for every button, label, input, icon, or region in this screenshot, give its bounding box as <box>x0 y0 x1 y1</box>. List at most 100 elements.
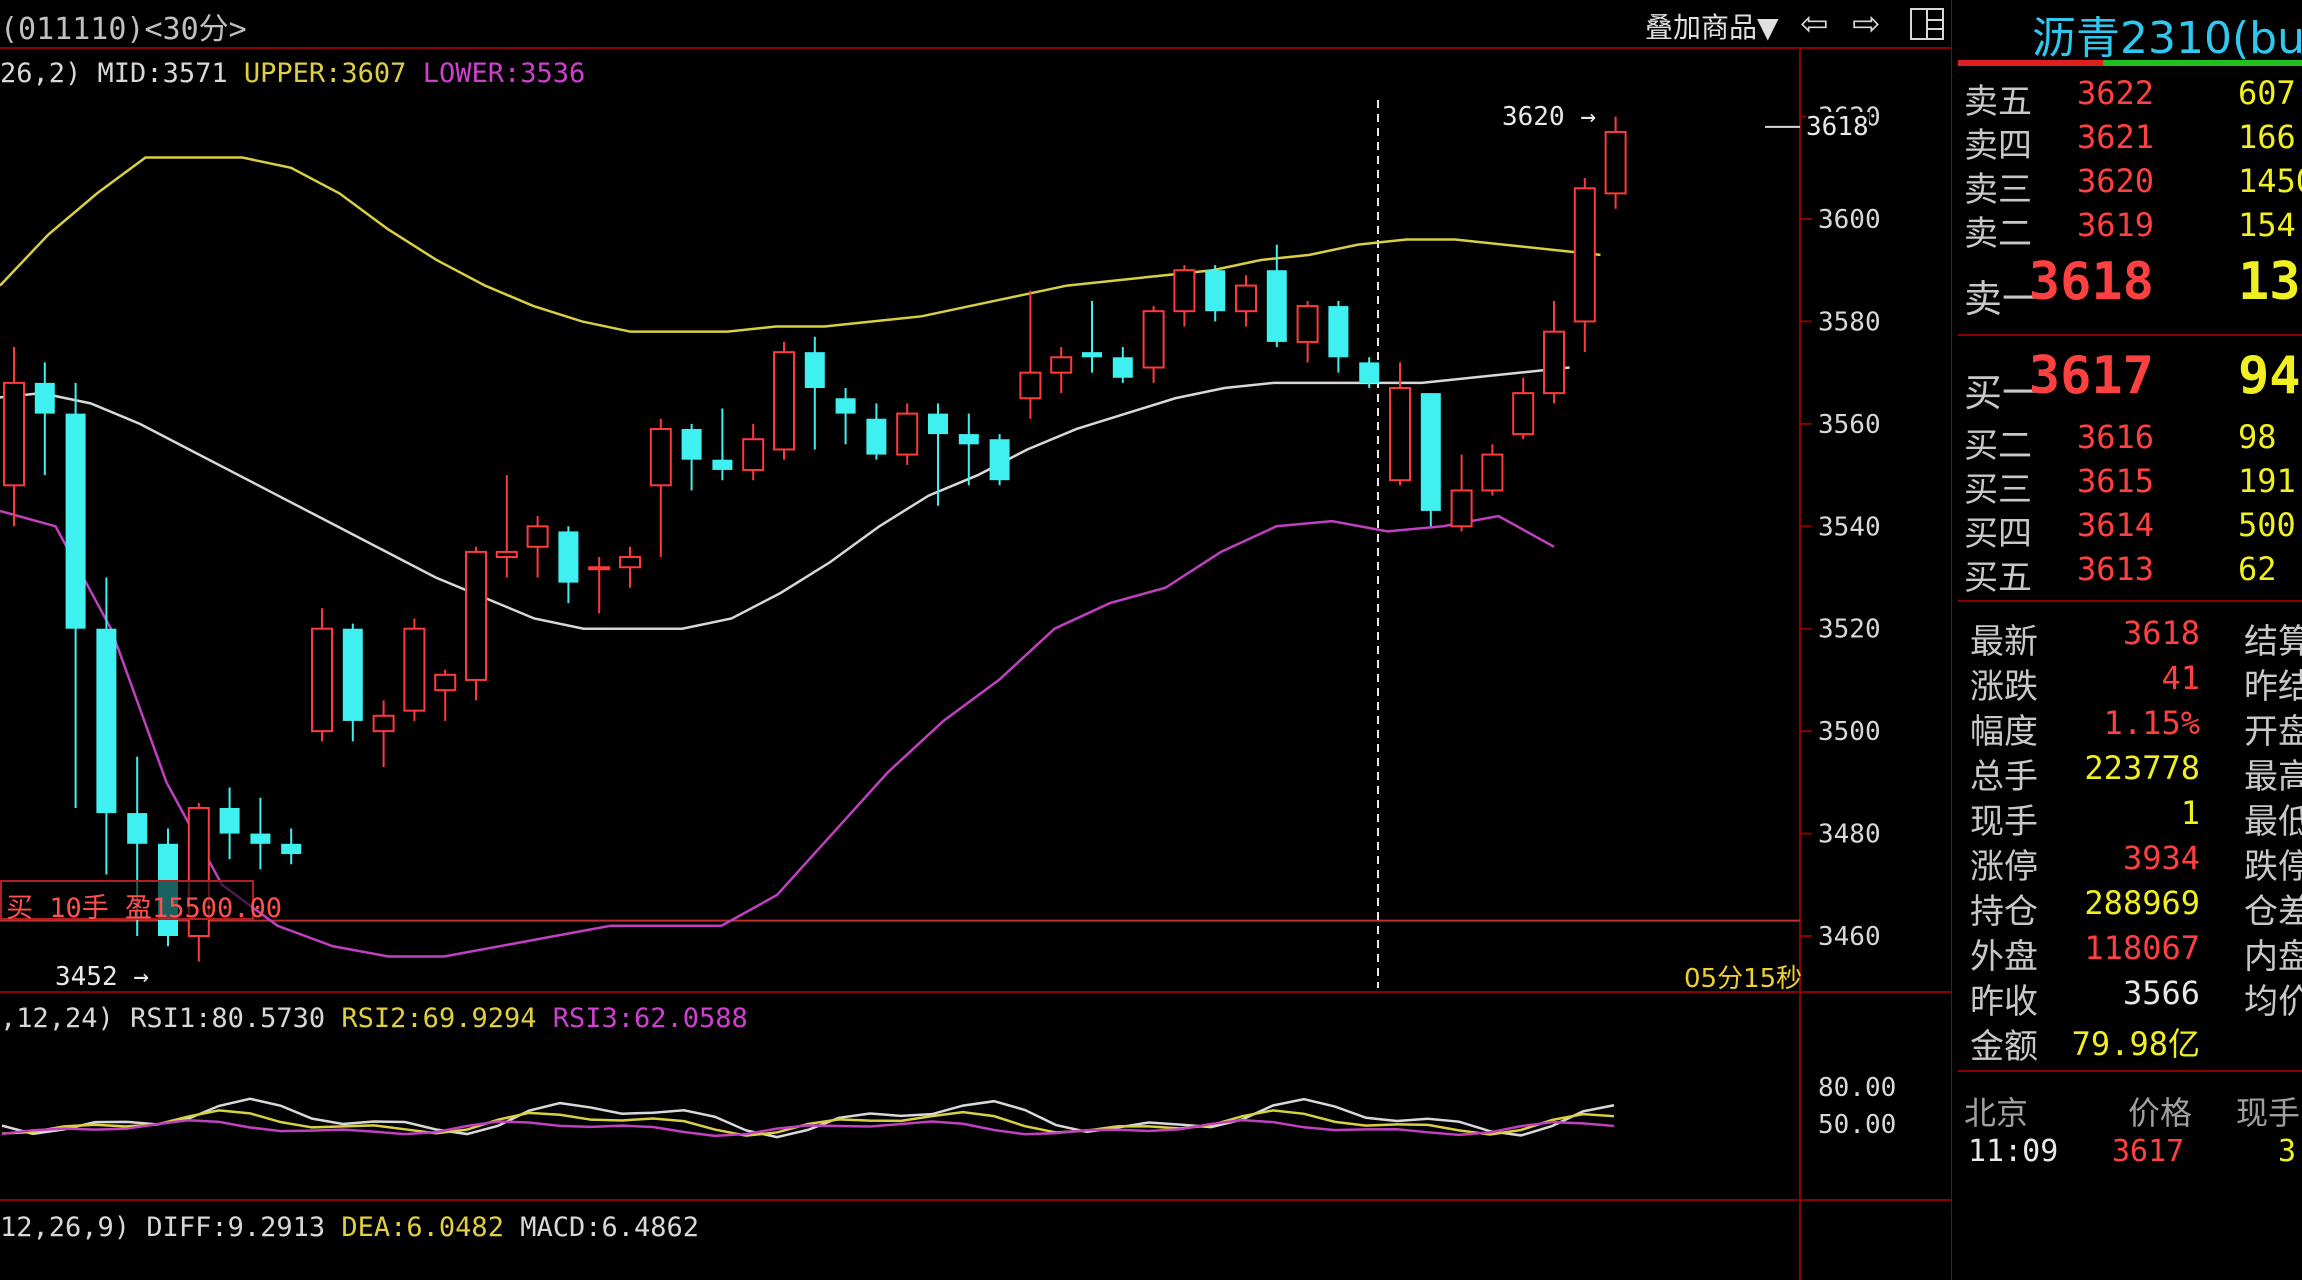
candle-body[interactable] <box>989 439 1010 481</box>
candle-body[interactable] <box>1296 305 1319 343</box>
tick-header: 北京 价格 现手 <box>1958 1088 2302 1132</box>
candle-body[interactable] <box>558 531 579 583</box>
layout-icon[interactable] <box>1910 8 1944 40</box>
ask-level-row[interactable]: 卖二 3619 154 <box>1958 206 2302 254</box>
position-label: 买 10手 盈15500.00 <box>6 893 283 924</box>
quote-stat-label-secondary: 均价 <box>2244 982 2302 1022</box>
candle-body[interactable] <box>866 418 887 455</box>
candle-body[interactable] <box>281 843 302 855</box>
candle-body[interactable] <box>1481 453 1504 492</box>
tick-price-header: 价格 <box>2128 1094 2193 1132</box>
candlestick-chart[interactable]: 34603480350035203540356035803600362080.0… <box>0 0 1952 1280</box>
quote-stat-label-secondary: 最高 <box>2244 757 2302 797</box>
candle-body[interactable] <box>372 714 395 733</box>
candle-body[interactable] <box>526 525 549 548</box>
bid-volume: 500 <box>2238 506 2296 544</box>
candle-body[interactable] <box>1420 393 1441 511</box>
candle-body[interactable] <box>342 628 363 721</box>
arrow-right-icon[interactable]: ⇨ <box>1852 4 1881 44</box>
candle-body[interactable] <box>1359 362 1380 383</box>
macd-dea-value: DEA:6.0482 <box>341 1212 504 1243</box>
candle-body[interactable] <box>804 352 825 389</box>
candle-body[interactable] <box>250 833 271 844</box>
candle-body[interactable] <box>403 627 426 712</box>
ask-level-label: 卖一 <box>1964 277 2041 321</box>
candle-body[interactable] <box>1450 489 1473 528</box>
candle-body[interactable] <box>773 351 795 451</box>
candle-body[interactable] <box>495 550 518 559</box>
ask-price: 3621 <box>2076 118 2154 156</box>
bid-level-row[interactable]: 买一 3617 94 <box>1958 346 2302 415</box>
candle-body[interactable] <box>649 427 672 487</box>
quote-stat-label: 昨收 <box>1970 982 2038 1022</box>
candle-body[interactable] <box>127 813 148 844</box>
candle-body[interactable] <box>619 556 641 569</box>
ask-level-row[interactable]: 卖五 3622 607 <box>1958 74 2302 122</box>
price-tick-label: 3560 <box>1818 410 1881 440</box>
candle-body[interactable] <box>1266 270 1287 342</box>
candle-body[interactable] <box>1389 387 1411 482</box>
bid-level-row[interactable]: 买四 3614 500 <box>1958 506 2302 554</box>
bid-level-label: 买一 <box>1964 371 2041 415</box>
ask-volume: 154 <box>2238 206 2296 244</box>
candle-body[interactable] <box>1082 352 1102 358</box>
candle-body[interactable] <box>588 566 611 571</box>
candle-body[interactable] <box>65 413 86 629</box>
rsi-params: ,12,24) <box>0 1003 114 1034</box>
boll-mid-line <box>0 366 1570 630</box>
ask-level-row[interactable]: 卖四 3621 166 <box>1958 118 2302 166</box>
quote-stat-row: 涨跌 41 昨结 <box>1958 659 2302 707</box>
candle-body[interactable] <box>465 550 487 681</box>
candle-body[interactable] <box>712 459 733 470</box>
candle-body[interactable] <box>928 413 948 435</box>
position-box[interactable]: 买 10手 盈15500.00 <box>0 880 282 924</box>
candle-body[interactable] <box>34 382 55 414</box>
last-price-tag: 3618 <box>1806 112 1869 142</box>
candle-body[interactable] <box>1328 306 1349 358</box>
candle-body[interactable] <box>1050 356 1073 374</box>
candle-body[interactable] <box>1173 269 1196 313</box>
quote-stat-value: 1.15% <box>2103 704 2200 742</box>
candle-body[interactable] <box>1512 392 1535 436</box>
tick-volume: 3 <box>2278 1134 2297 1169</box>
candle-body[interactable] <box>219 807 240 834</box>
macd-params: 12,26,9) <box>0 1212 131 1243</box>
quote-stat-row: 涨停 3934 跌停 <box>1958 839 2302 887</box>
candle-body[interactable] <box>1543 330 1565 395</box>
candle-body[interactable] <box>311 627 333 733</box>
quote-stat-label-secondary: 内盘 <box>2244 937 2302 977</box>
bid-level-row[interactable]: 买五 3613 62 <box>1958 550 2302 598</box>
price-tick-label: 3520 <box>1818 615 1881 645</box>
candle-body[interactable] <box>3 381 25 487</box>
quote-stat-row: 现手 1 最低 <box>1958 794 2302 842</box>
candle-body[interactable] <box>1235 284 1257 313</box>
ask-volume: 13 <box>2238 252 2301 312</box>
quote-stat-label: 金额 <box>1970 1027 2038 1067</box>
candle-body[interactable] <box>434 673 457 692</box>
arrow-left-icon[interactable]: ⇦ <box>1800 4 1829 44</box>
bid-price: 3616 <box>2076 418 2154 456</box>
bid-volume: 94 <box>2238 346 2301 406</box>
overlay-commodity-dropdown[interactable]: 叠加商品▼ <box>1645 11 1779 44</box>
candle-body[interactable] <box>958 434 979 445</box>
candle-body[interactable] <box>1112 357 1133 378</box>
chart-toolbar: (011110)<30分> 叠加商品▼ ⇦ ⇨ <box>0 0 1952 48</box>
candle-body[interactable] <box>1019 371 1042 400</box>
bid-level-row[interactable]: 买三 3615 191 <box>1958 462 2302 510</box>
candle-body[interactable] <box>681 428 702 460</box>
candle-body[interactable] <box>96 628 117 814</box>
candle-body[interactable] <box>1205 270 1226 312</box>
candle-body[interactable] <box>896 412 919 456</box>
candle-body[interactable] <box>1573 187 1596 323</box>
candle-body[interactable] <box>742 438 765 471</box>
quote-stat-label: 涨跌 <box>1970 667 2038 707</box>
bid-level-row[interactable]: 买二 3616 98 <box>1958 418 2302 466</box>
candle-body[interactable] <box>835 398 856 414</box>
rsi2-line <box>1 1109 1615 1137</box>
bid-level-label: 买五 <box>1964 558 2032 598</box>
ask-level-row[interactable]: 卖一 3618 13 <box>1958 252 2302 321</box>
macd-diff-value: DIFF:9.2913 <box>146 1212 326 1243</box>
candle-body[interactable] <box>1142 310 1165 369</box>
candle-body[interactable] <box>1604 130 1627 195</box>
